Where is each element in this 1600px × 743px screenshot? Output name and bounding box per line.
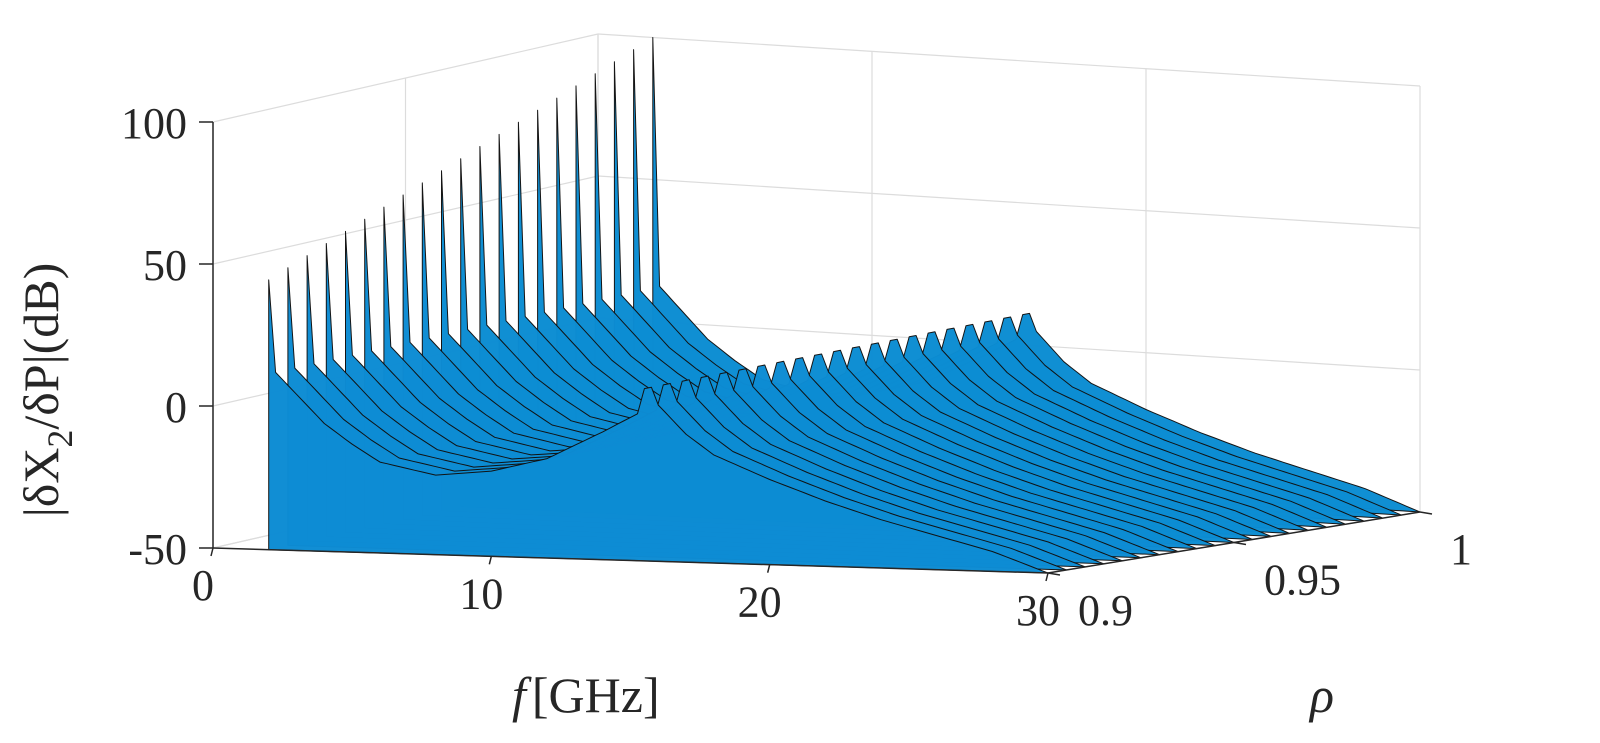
x-tick-labels: 0 10 20 30 (192, 547, 1060, 635)
y-tick-label-0.95: 0.95 (1264, 556, 1341, 605)
surface-strip-rho-0.9 (268, 279, 1049, 574)
x-tick-label-30: 30 (1016, 586, 1060, 635)
f-axis-line (212, 547, 1049, 574)
surface-plot (268, 37, 1421, 574)
x-tick-label-20: 20 (738, 578, 782, 627)
x-tick-label-10: 10 (459, 569, 503, 618)
y-tick-label-0.9: 0.9 (1078, 586, 1133, 635)
z-axis-label-main: |δX (13, 448, 69, 518)
x-axis-label: f [GHz] (512, 667, 660, 723)
x-axis-label-var: f (512, 667, 532, 723)
x-tick-mark-0 (210, 547, 214, 557)
y-tick-labels: 0.9 0.95 1 (1047, 511, 1472, 635)
y-tick-mark-0 (1047, 572, 1061, 576)
y-tick-label-1: 1 (1450, 525, 1472, 574)
y-tick-mark-1 (1233, 541, 1247, 546)
y-tick-mark-2 (1419, 511, 1433, 515)
left-wall-grid-z-3 (212, 33, 599, 123)
y-axis-label: ρ (1308, 667, 1334, 723)
back-wall-grid-z-2 (597, 175, 1421, 229)
z-tick-label-0: 0 (165, 383, 187, 432)
z-tick-label-100: 100 (121, 99, 187, 148)
z-tick-label-50: 50 (143, 241, 187, 290)
z-tick-label--50: -50 (128, 525, 187, 574)
x-tick-mark-1 (488, 556, 493, 565)
x-tick-label-0: 0 (192, 561, 214, 610)
left-wall-grid-z-2 (212, 175, 599, 265)
x-tick-mark-3 (1045, 572, 1049, 582)
z-axis-label-rest: /δP|(dB) (13, 263, 69, 430)
x-axis-label-unit: [GHz] (532, 667, 660, 723)
back-wall-grid-z-3 (597, 33, 1421, 87)
z-axis-label: |δX2/δP|(dB) (13, 263, 80, 518)
z-axis-label-sub: 2 (40, 430, 80, 448)
x-tick-mark-2 (766, 564, 771, 573)
z-tick-labels: -50 0 50 100 (121, 99, 213, 574)
